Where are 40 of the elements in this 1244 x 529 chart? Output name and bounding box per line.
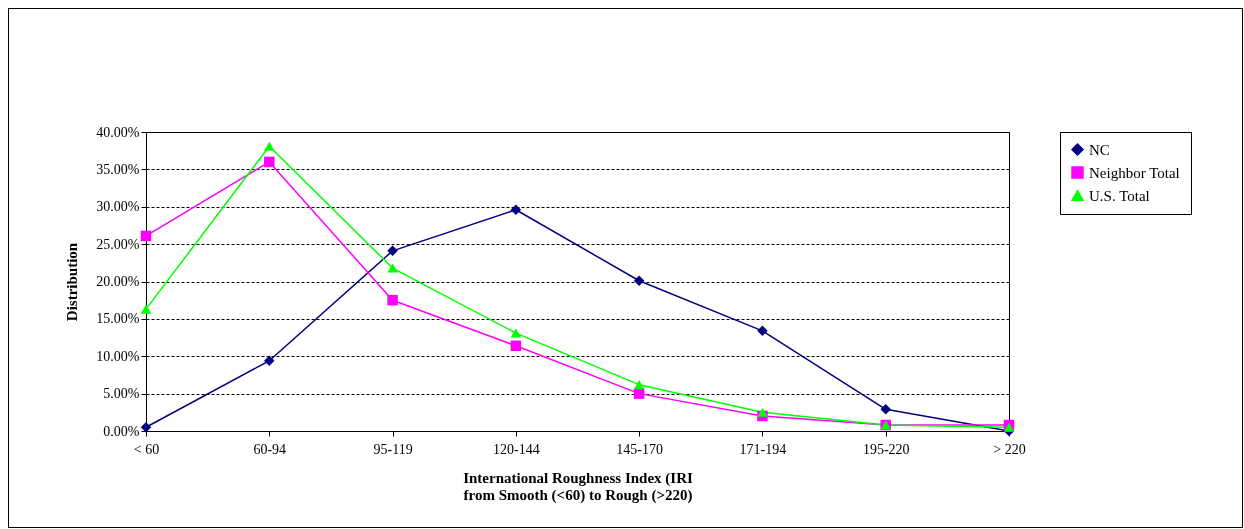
point: [264, 355, 275, 366]
y-tick-label: 40.00%: [96, 124, 140, 140]
point: [387, 294, 398, 306]
y-tick-label: 20.00%: [96, 274, 140, 289]
x-tick-label: 120-144: [493, 441, 540, 457]
point: [387, 263, 398, 273]
x-axis-title: International Roughness Index (IRI from Smooth (<60) to Rough (>220): [463, 469, 693, 504]
x-tick-label: > 220: [993, 441, 1026, 457]
y-tick-label: 0.00%: [103, 423, 140, 439]
point: [633, 275, 645, 286]
y-tick-label: 35.00%: [96, 161, 140, 177]
x-tick-label: 60-94: [253, 441, 287, 457]
point: [140, 304, 152, 314]
point: [510, 204, 522, 215]
point: [633, 388, 645, 399]
legend-label: Neighbor Total: [1089, 164, 1180, 181]
point: [510, 328, 522, 338]
y-tick-label: 25.00%: [96, 236, 140, 252]
point: [140, 230, 152, 242]
point: [264, 141, 275, 151]
point: [387, 245, 398, 257]
y-tick-label: 10.00%: [96, 348, 140, 364]
point: [140, 422, 152, 433]
point: [264, 156, 275, 168]
y-axis-title: Distribution: [64, 242, 81, 322]
x-tick-label: 171-194: [739, 441, 787, 457]
y-tick-label: 15.00%: [96, 311, 140, 327]
legend-label: U.S. Total: [1089, 187, 1150, 204]
y-tick-label: 5.00%: [103, 386, 140, 402]
legend-label: NC: [1089, 141, 1110, 158]
point: [757, 325, 768, 337]
x-tick-label: 195-220: [862, 441, 910, 457]
x-tick-label: 95-119: [373, 441, 413, 457]
y-tick-label: 30.00%: [96, 199, 140, 215]
point: [880, 404, 891, 415]
point: [510, 340, 522, 352]
point: [757, 407, 768, 417]
point: [633, 380, 645, 390]
x-tick-label: < 60: [133, 441, 160, 457]
x-tick-label: 145-170: [616, 441, 663, 457]
